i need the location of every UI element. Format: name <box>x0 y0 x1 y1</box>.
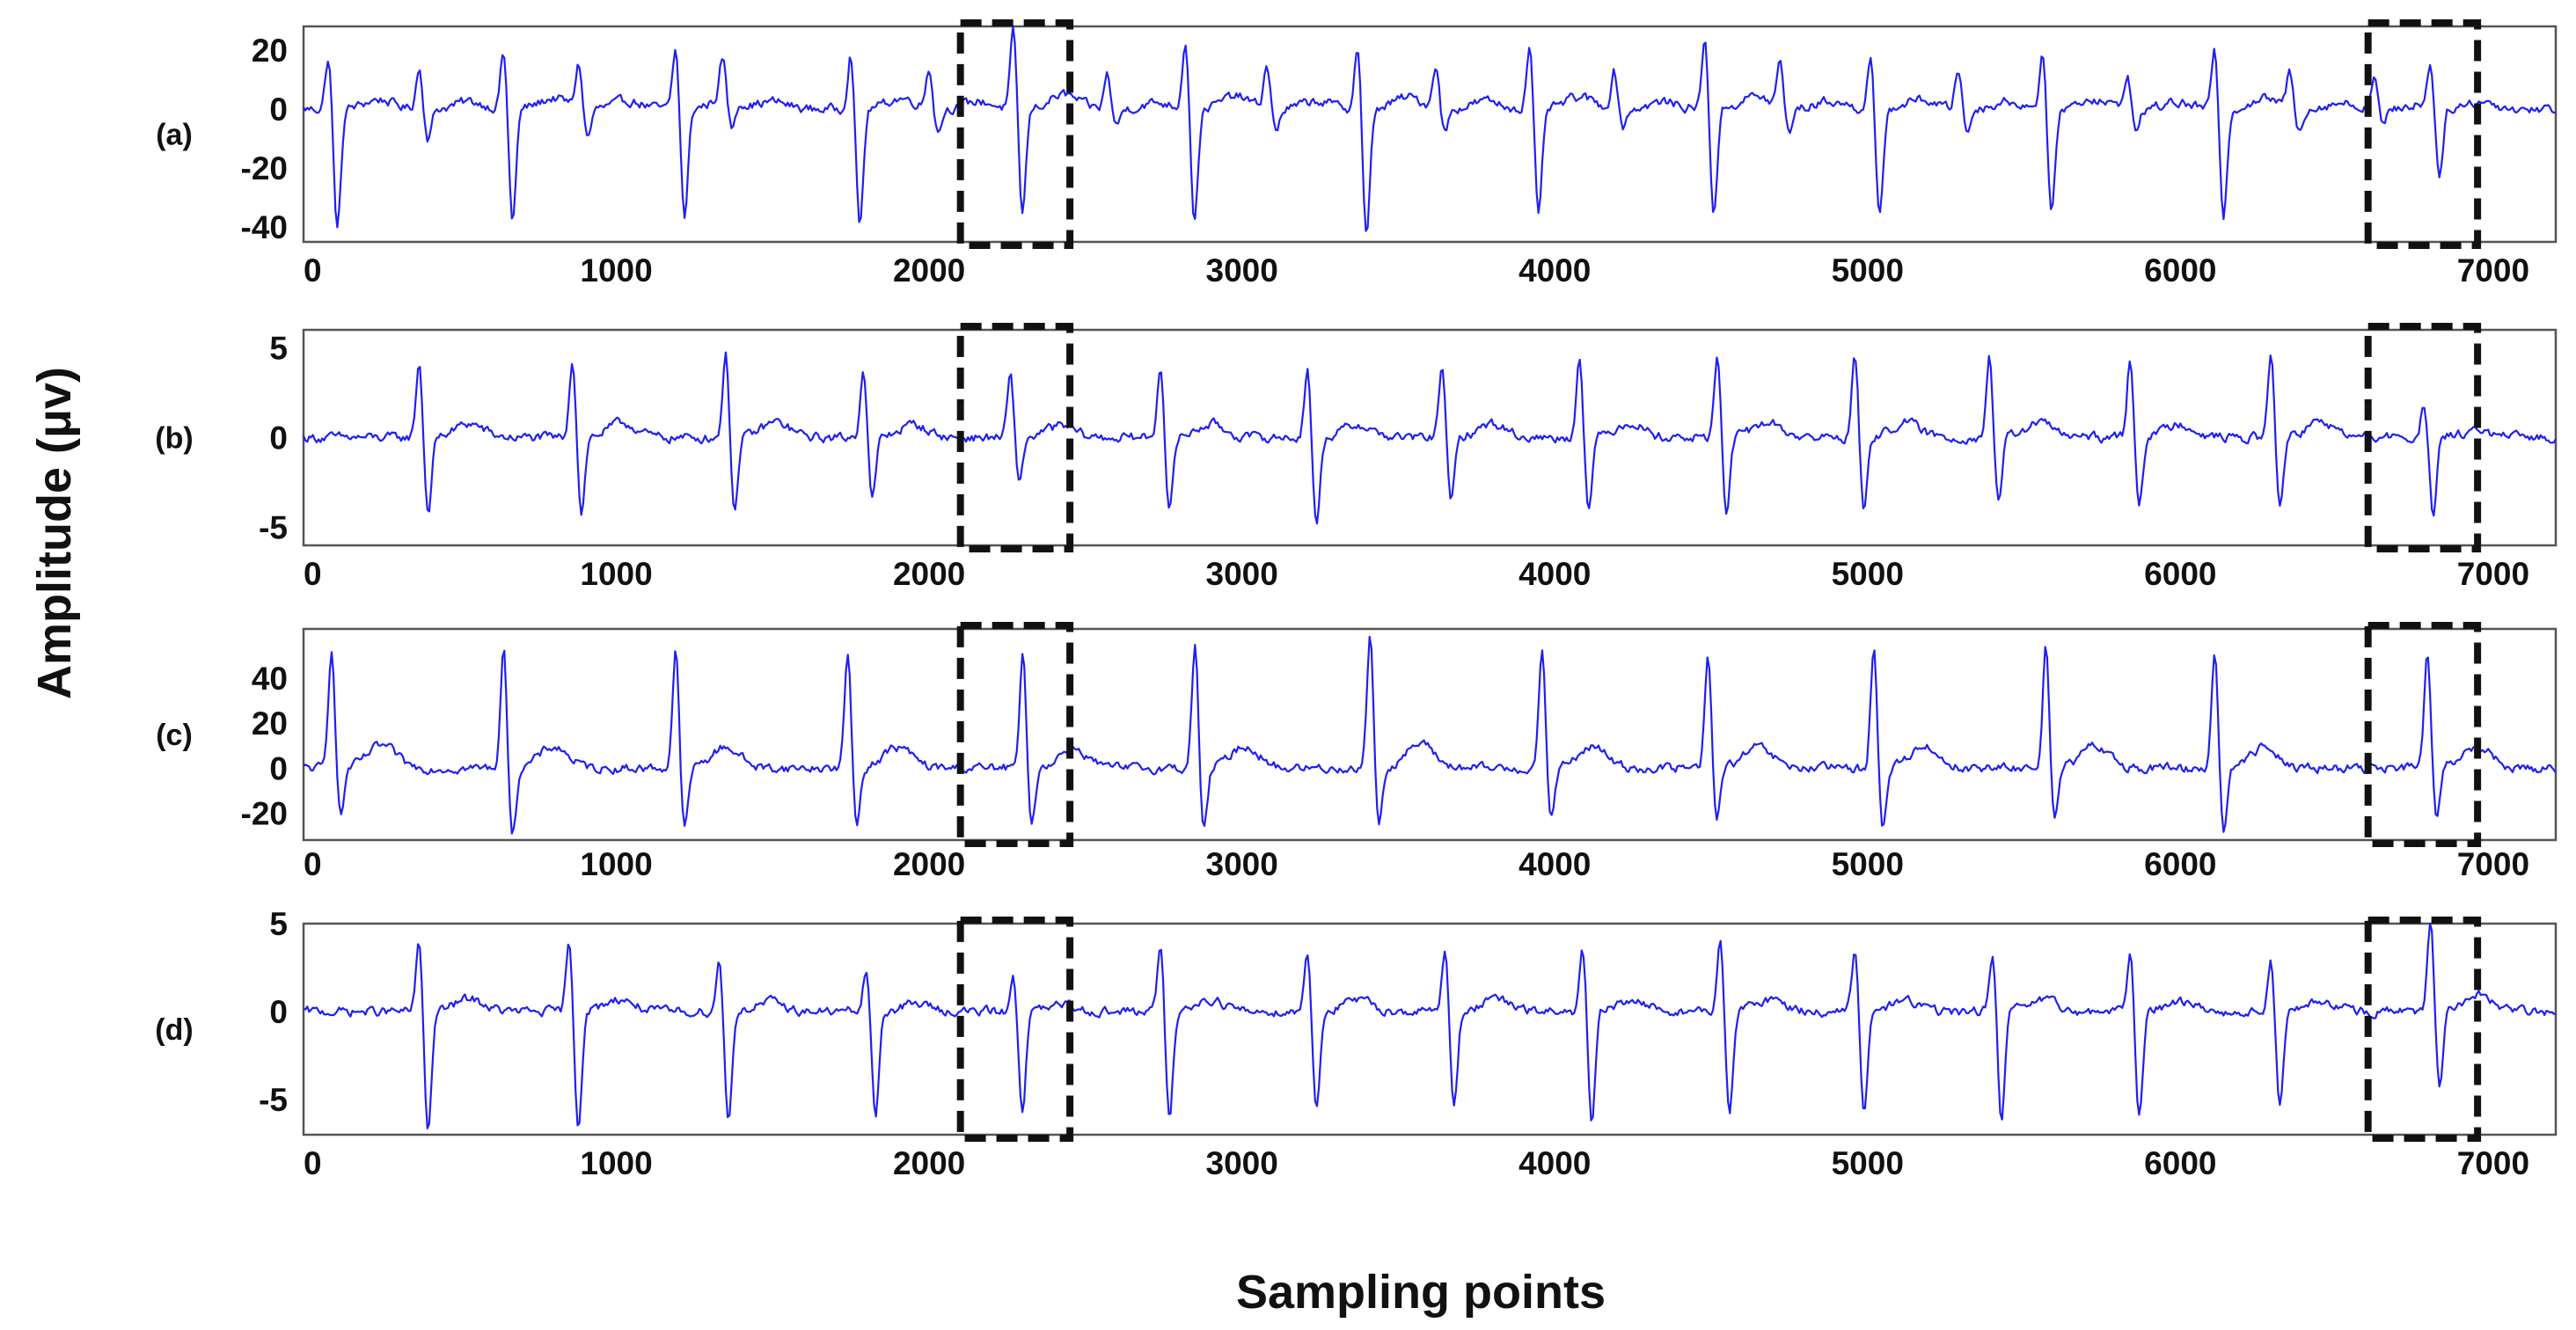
y-tick-label: 5 <box>269 330 288 366</box>
highlight-box <box>956 323 1074 552</box>
x-tick-label: 0 <box>304 556 322 592</box>
x-tick-label: 4000 <box>1519 1145 1591 1181</box>
y-tick-label: 0 <box>269 91 288 128</box>
signal-line <box>302 351 2557 525</box>
x-tick-label: 0 <box>304 252 322 289</box>
x-tick-label: 0 <box>304 846 322 882</box>
x-tick-label: 3000 <box>1206 252 1278 289</box>
panel-label: (b) <box>155 422 193 456</box>
x-tick-label: 3000 <box>1206 1145 1278 1181</box>
x-tick-label: 2000 <box>893 1145 965 1181</box>
x-tick-label: 1000 <box>580 1145 652 1181</box>
y-tick-label: 20 <box>252 705 288 742</box>
signal-line <box>303 922 2557 1129</box>
panel-label: (a) <box>156 119 193 152</box>
panel-d: 5 0 -5 0 1000 2000 3000 4000 5000 6000 7000 (d) <box>155 906 2558 1181</box>
y-tick-label: -5 <box>259 510 288 546</box>
panel-frame <box>302 627 2558 842</box>
panel-frame <box>302 25 2558 244</box>
highlight-box <box>956 19 1074 249</box>
x-tick-label: 5000 <box>1832 556 1904 592</box>
x-tick-label: 5000 <box>1832 252 1904 289</box>
panel-label: (c) <box>156 719 193 752</box>
y-tick-label: 0 <box>269 420 288 457</box>
panel-frame <box>302 922 2558 1136</box>
panel-b: 5 0 -5 0 1000 2000 3000 4000 5000 6000 7000 (b) <box>155 323 2558 592</box>
signal-line <box>303 25 2557 232</box>
highlight-box <box>956 917 1074 1142</box>
highlight-box <box>2364 622 2482 847</box>
x-tick-label: 6000 <box>2144 1145 2216 1181</box>
x-tick-label: 2000 <box>893 252 965 289</box>
highlight-box <box>2364 19 2482 249</box>
x-tick-label: 3000 <box>1206 846 1278 882</box>
panel-label: (d) <box>155 1013 193 1047</box>
x-tick-label: 2000 <box>893 556 965 592</box>
y-tick-label: -40 <box>241 209 288 245</box>
x-tick-label: 3000 <box>1206 556 1278 592</box>
x-tick-label: 7000 <box>2457 556 2529 592</box>
panel-c: 40 20 0 -20 0 1000 2000 3000 4000 5000 6000 7000 (c) <box>156 622 2558 882</box>
x-tick-label: 5000 <box>1832 1145 1904 1181</box>
y-tick-label: 5 <box>269 906 288 942</box>
y-tick-label: 0 <box>269 994 288 1030</box>
y-tick-label: -20 <box>241 795 288 831</box>
x-tick-label: 6000 <box>2144 556 2216 592</box>
signal-line <box>303 635 2557 835</box>
x-tick-label: 1000 <box>580 846 652 882</box>
x-axis-label: Sampling points <box>1236 1266 1606 1319</box>
x-tick-label: 4000 <box>1519 846 1591 882</box>
x-tick-label: 4000 <box>1519 252 1591 289</box>
highlight-box <box>2364 323 2482 552</box>
x-tick-label: 1000 <box>580 252 652 289</box>
panels-group: 200-20-400 1000 2000 3000 4000 5000 6000 7000(a… <box>155 19 2558 1181</box>
x-tick-label: 1000 <box>580 556 652 592</box>
y-tick-label: 40 <box>252 661 288 697</box>
y-tick-label: -5 <box>259 1082 288 1118</box>
x-tick-label: 5000 <box>1832 846 1904 882</box>
x-tick-label: 0 <box>304 1145 322 1181</box>
x-tick-label: 4000 <box>1519 556 1591 592</box>
x-tick-label: 6000 <box>2144 252 2216 289</box>
x-tick-label: 7000 <box>2457 252 2529 289</box>
highlight-box <box>2364 917 2482 1142</box>
x-tick-label: 7000 <box>2457 846 2529 882</box>
highlight-box <box>956 622 1074 847</box>
y-tick-label: -20 <box>241 150 288 186</box>
x-tick-label: 2000 <box>893 846 965 882</box>
y-axis-label: Amplitude (μv) <box>28 367 81 699</box>
y-tick-label: 20 <box>252 33 288 69</box>
panel-a: 20 0 -20 -40 0 1000 2000 3000 4000 5000 6000 7000 (a… <box>156 19 2558 289</box>
x-tick-label: 7000 <box>2457 1145 2529 1181</box>
y-tick-label: 0 <box>269 750 288 786</box>
x-tick-label: 6000 <box>2144 846 2216 882</box>
